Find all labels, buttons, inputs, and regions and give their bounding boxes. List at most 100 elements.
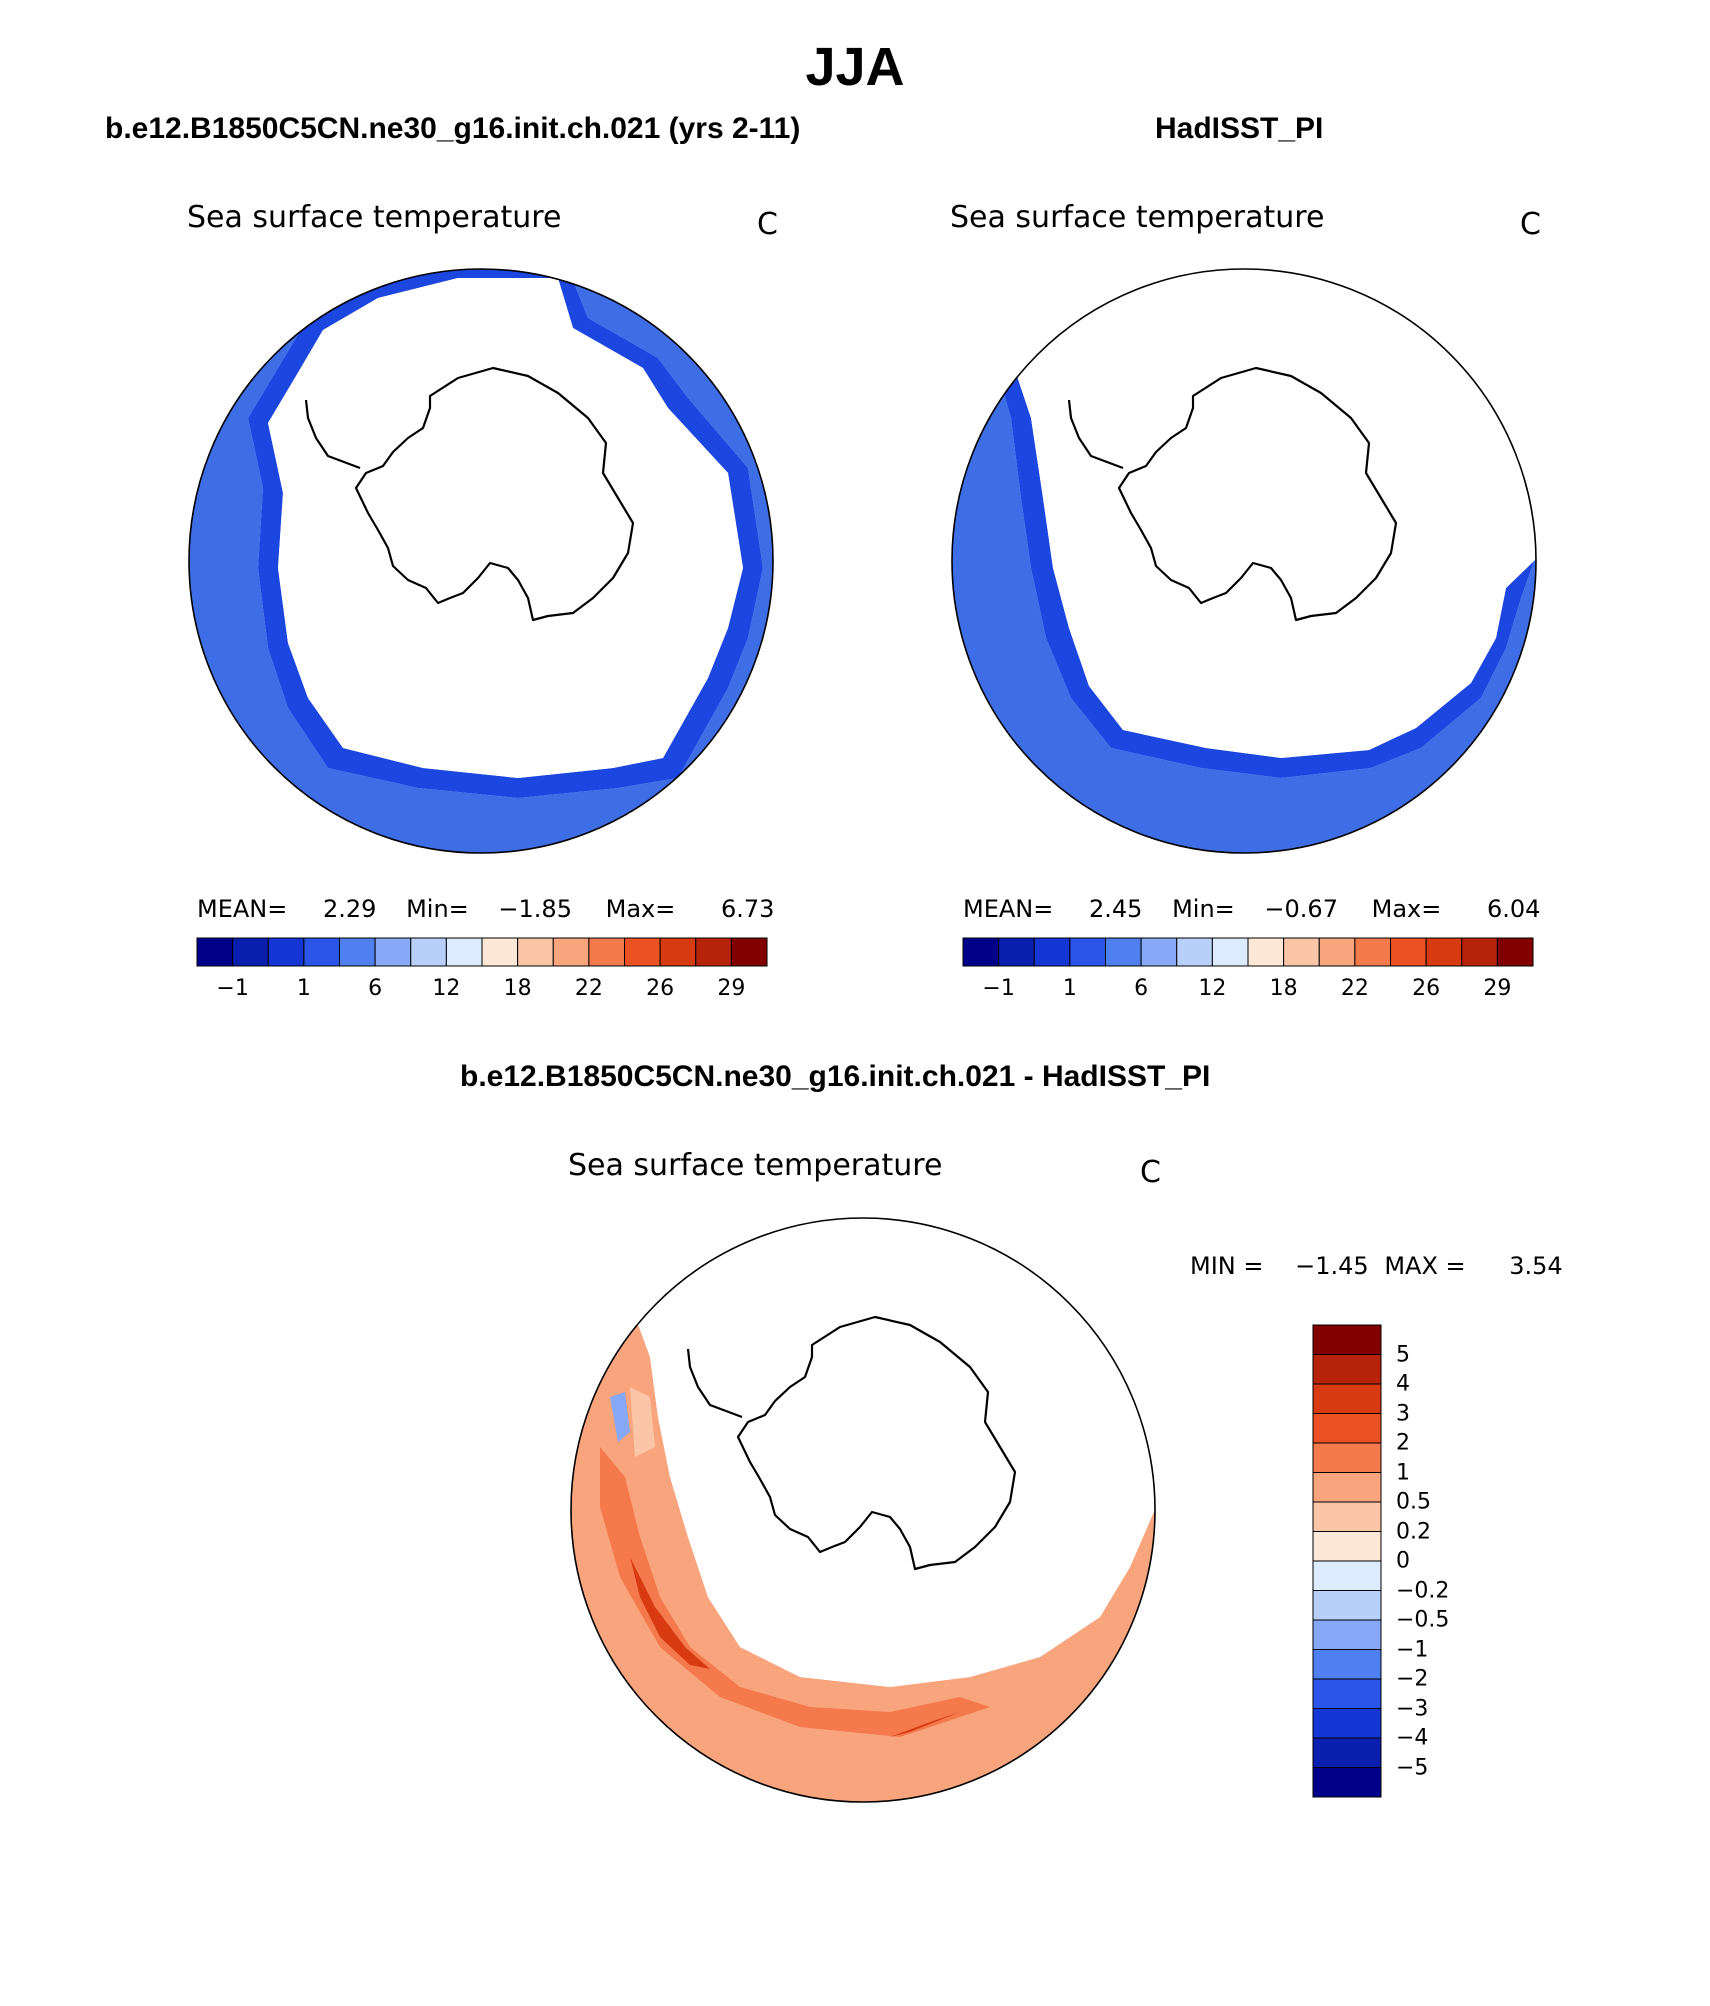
colorbar-swatch — [1105, 937, 1142, 967]
colorbar-swatch — [481, 937, 519, 967]
diff-colorbar-label: 4 — [1396, 1371, 1410, 1397]
diff-panel-title: b.e12.B1850C5CN.ne30_g16.init.ch.021 - H… — [460, 1060, 1211, 1093]
colorbar-swatch — [1069, 937, 1107, 967]
panel-1-stats: MEAN= 2.29 Min= −1.85 Max= 6.73 — [197, 895, 774, 923]
diff-panel-minmax: MIN = −1.45 MAX = 3.54 — [1190, 1252, 1563, 1280]
panel-1-variable-label: Sea surface temperature — [187, 200, 562, 235]
panel-2-variable-label: Sea surface temperature — [950, 200, 1325, 235]
diff-panel-variable-label: Sea surface temperature — [568, 1148, 943, 1183]
panel-2-colorbar-tick: 26 — [1412, 976, 1441, 1001]
panel-2-colorbar-tick: 6 — [1134, 976, 1149, 1001]
panel-2-colorbar-tick: 22 — [1340, 976, 1369, 1001]
panel-2-colorbar-tick: 1 — [1062, 976, 1077, 1001]
panel-1-min-label: Min= — [406, 895, 469, 923]
diff-colorbar-label: 0.5 — [1396, 1489, 1431, 1515]
panel-1-map — [188, 268, 774, 854]
diff-colorbar-swatch — [1312, 1619, 1382, 1650]
diff-panel-colorbar-labels: 5 4 3 2 1 0.5 0.2 0 −0.2 −0.5 −1 −2 −3 −… — [1396, 1325, 1476, 1797]
panel-1-colorbar-tick: −1 — [216, 976, 249, 1001]
diff-colorbar-swatch — [1312, 1767, 1382, 1798]
panel-2-colorbar-tick: 12 — [1198, 976, 1227, 1001]
panel-1-colorbar-ticks: −1 1 6 12 18 22 26 29 — [197, 976, 767, 1006]
diff-colorbar-label: −4 — [1396, 1725, 1429, 1751]
panel-2-sea-ice — [952, 269, 1536, 758]
colorbar-swatch — [1318, 937, 1356, 967]
colorbar-swatch — [517, 937, 554, 967]
colorbar-swatch — [552, 937, 590, 967]
colorbar-swatch — [962, 937, 1000, 967]
diff-colorbar-swatch — [1312, 1531, 1382, 1562]
diff-colorbar-label: 0.2 — [1396, 1519, 1431, 1544]
diff-panel-sea-ice — [628, 1218, 1155, 1687]
panel-1-mean-value: 2.29 — [323, 895, 377, 923]
diff-colorbar-swatch — [1312, 1383, 1382, 1414]
diff-panel-max-value: 3.54 — [1509, 1252, 1563, 1280]
panel-2-min-value: −0.67 — [1264, 895, 1338, 923]
panel-2-stats: MEAN= 2.45 Min= −0.67 Max= 6.04 — [963, 895, 1540, 923]
diff-colorbar-label: 1 — [1396, 1460, 1410, 1485]
diff-colorbar-swatch — [1312, 1324, 1382, 1355]
diff-panel-map — [570, 1217, 1156, 1803]
colorbar-swatch — [624, 937, 661, 967]
diff-colorbar-swatch — [1312, 1560, 1382, 1591]
diff-colorbar-swatch — [1312, 1413, 1382, 1444]
panel-2-mean-label: MEAN= — [963, 895, 1054, 923]
colorbar-swatch — [1140, 937, 1178, 967]
diff-colorbar-label: 3 — [1396, 1401, 1410, 1426]
colorbar-swatch — [1283, 937, 1320, 967]
diff-panel-min-label: MIN = — [1190, 1252, 1264, 1280]
colorbar-swatch — [1033, 937, 1071, 967]
diff-colorbar-swatch — [1312, 1590, 1382, 1621]
panel-1-colorbar-tick: 29 — [717, 976, 746, 1001]
colorbar-swatch — [1247, 937, 1285, 967]
diff-colorbar-label: −2 — [1396, 1666, 1429, 1692]
diff-colorbar-swatch — [1312, 1442, 1382, 1473]
colorbar-swatch — [267, 937, 305, 967]
panel-2-units-label: C — [1520, 207, 1541, 242]
panel-1-max-value: 6.73 — [720, 895, 775, 923]
colorbar-swatch — [1461, 937, 1498, 967]
colorbar-swatch — [232, 937, 269, 967]
panel-1-colorbar — [196, 937, 768, 967]
panel-2-colorbar-tick: 18 — [1269, 976, 1298, 1001]
panel-1-colorbar-tick: 18 — [503, 976, 532, 1001]
diff-colorbar-label: −1 — [1396, 1637, 1429, 1662]
diff-colorbar-swatch — [1312, 1708, 1382, 1739]
colorbar-swatch — [1176, 937, 1213, 967]
colorbar-swatch — [339, 937, 376, 967]
panel-2-antarctica-outline — [1067, 366, 1398, 622]
panel-1-colorbar-tick: 26 — [646, 976, 675, 1001]
panel-2-mean-value: 2.45 — [1089, 895, 1143, 923]
panel-1-title: b.e12.B1850C5CN.ne30_g16.init.ch.021 (yr… — [105, 112, 801, 145]
panel-2-map — [951, 268, 1537, 854]
diff-panel-min-value: −1.45 — [1295, 1252, 1369, 1280]
diff-panel-colorbar — [1312, 1324, 1382, 1798]
panel-1-colorbar-tick: 6 — [368, 976, 383, 1001]
main-title: JJA — [805, 37, 905, 97]
panel-1-units-label: C — [757, 207, 778, 242]
panel-2-colorbar-tick: −1 — [982, 976, 1015, 1001]
panel-1-sea-ice — [268, 278, 743, 778]
panel-2-title: HadISST_PI — [1155, 112, 1324, 145]
diff-colorbar-swatch — [1312, 1737, 1382, 1768]
colorbar-swatch — [588, 937, 626, 967]
colorbar-swatch — [730, 937, 768, 967]
panel-1-colorbar-tick: 12 — [432, 976, 461, 1001]
colorbar-swatch — [1390, 937, 1427, 967]
panel-2-colorbar-ticks: −1 1 6 12 18 22 26 29 — [963, 976, 1533, 1006]
diff-panel-anomaly-weak — [630, 1387, 655, 1457]
panel-1-mean-label: MEAN= — [197, 895, 288, 923]
diff-colorbar-swatch — [1312, 1649, 1382, 1680]
colorbar-swatch — [1354, 937, 1392, 967]
colorbar-swatch — [1211, 937, 1249, 967]
panel-1-max-label: Max= — [605, 895, 676, 923]
diff-colorbar-swatch — [1312, 1472, 1382, 1503]
colorbar-swatch — [445, 937, 483, 967]
panel-2-max-label: Max= — [1371, 895, 1442, 923]
colorbar-swatch — [695, 937, 732, 967]
colorbar-swatch — [374, 937, 412, 967]
diff-colorbar-label: −0.2 — [1396, 1578, 1450, 1603]
colorbar-swatch — [1496, 937, 1534, 967]
diff-colorbar-label: 5 — [1396, 1342, 1410, 1367]
panel-2-max-value: 6.04 — [1486, 895, 1541, 923]
